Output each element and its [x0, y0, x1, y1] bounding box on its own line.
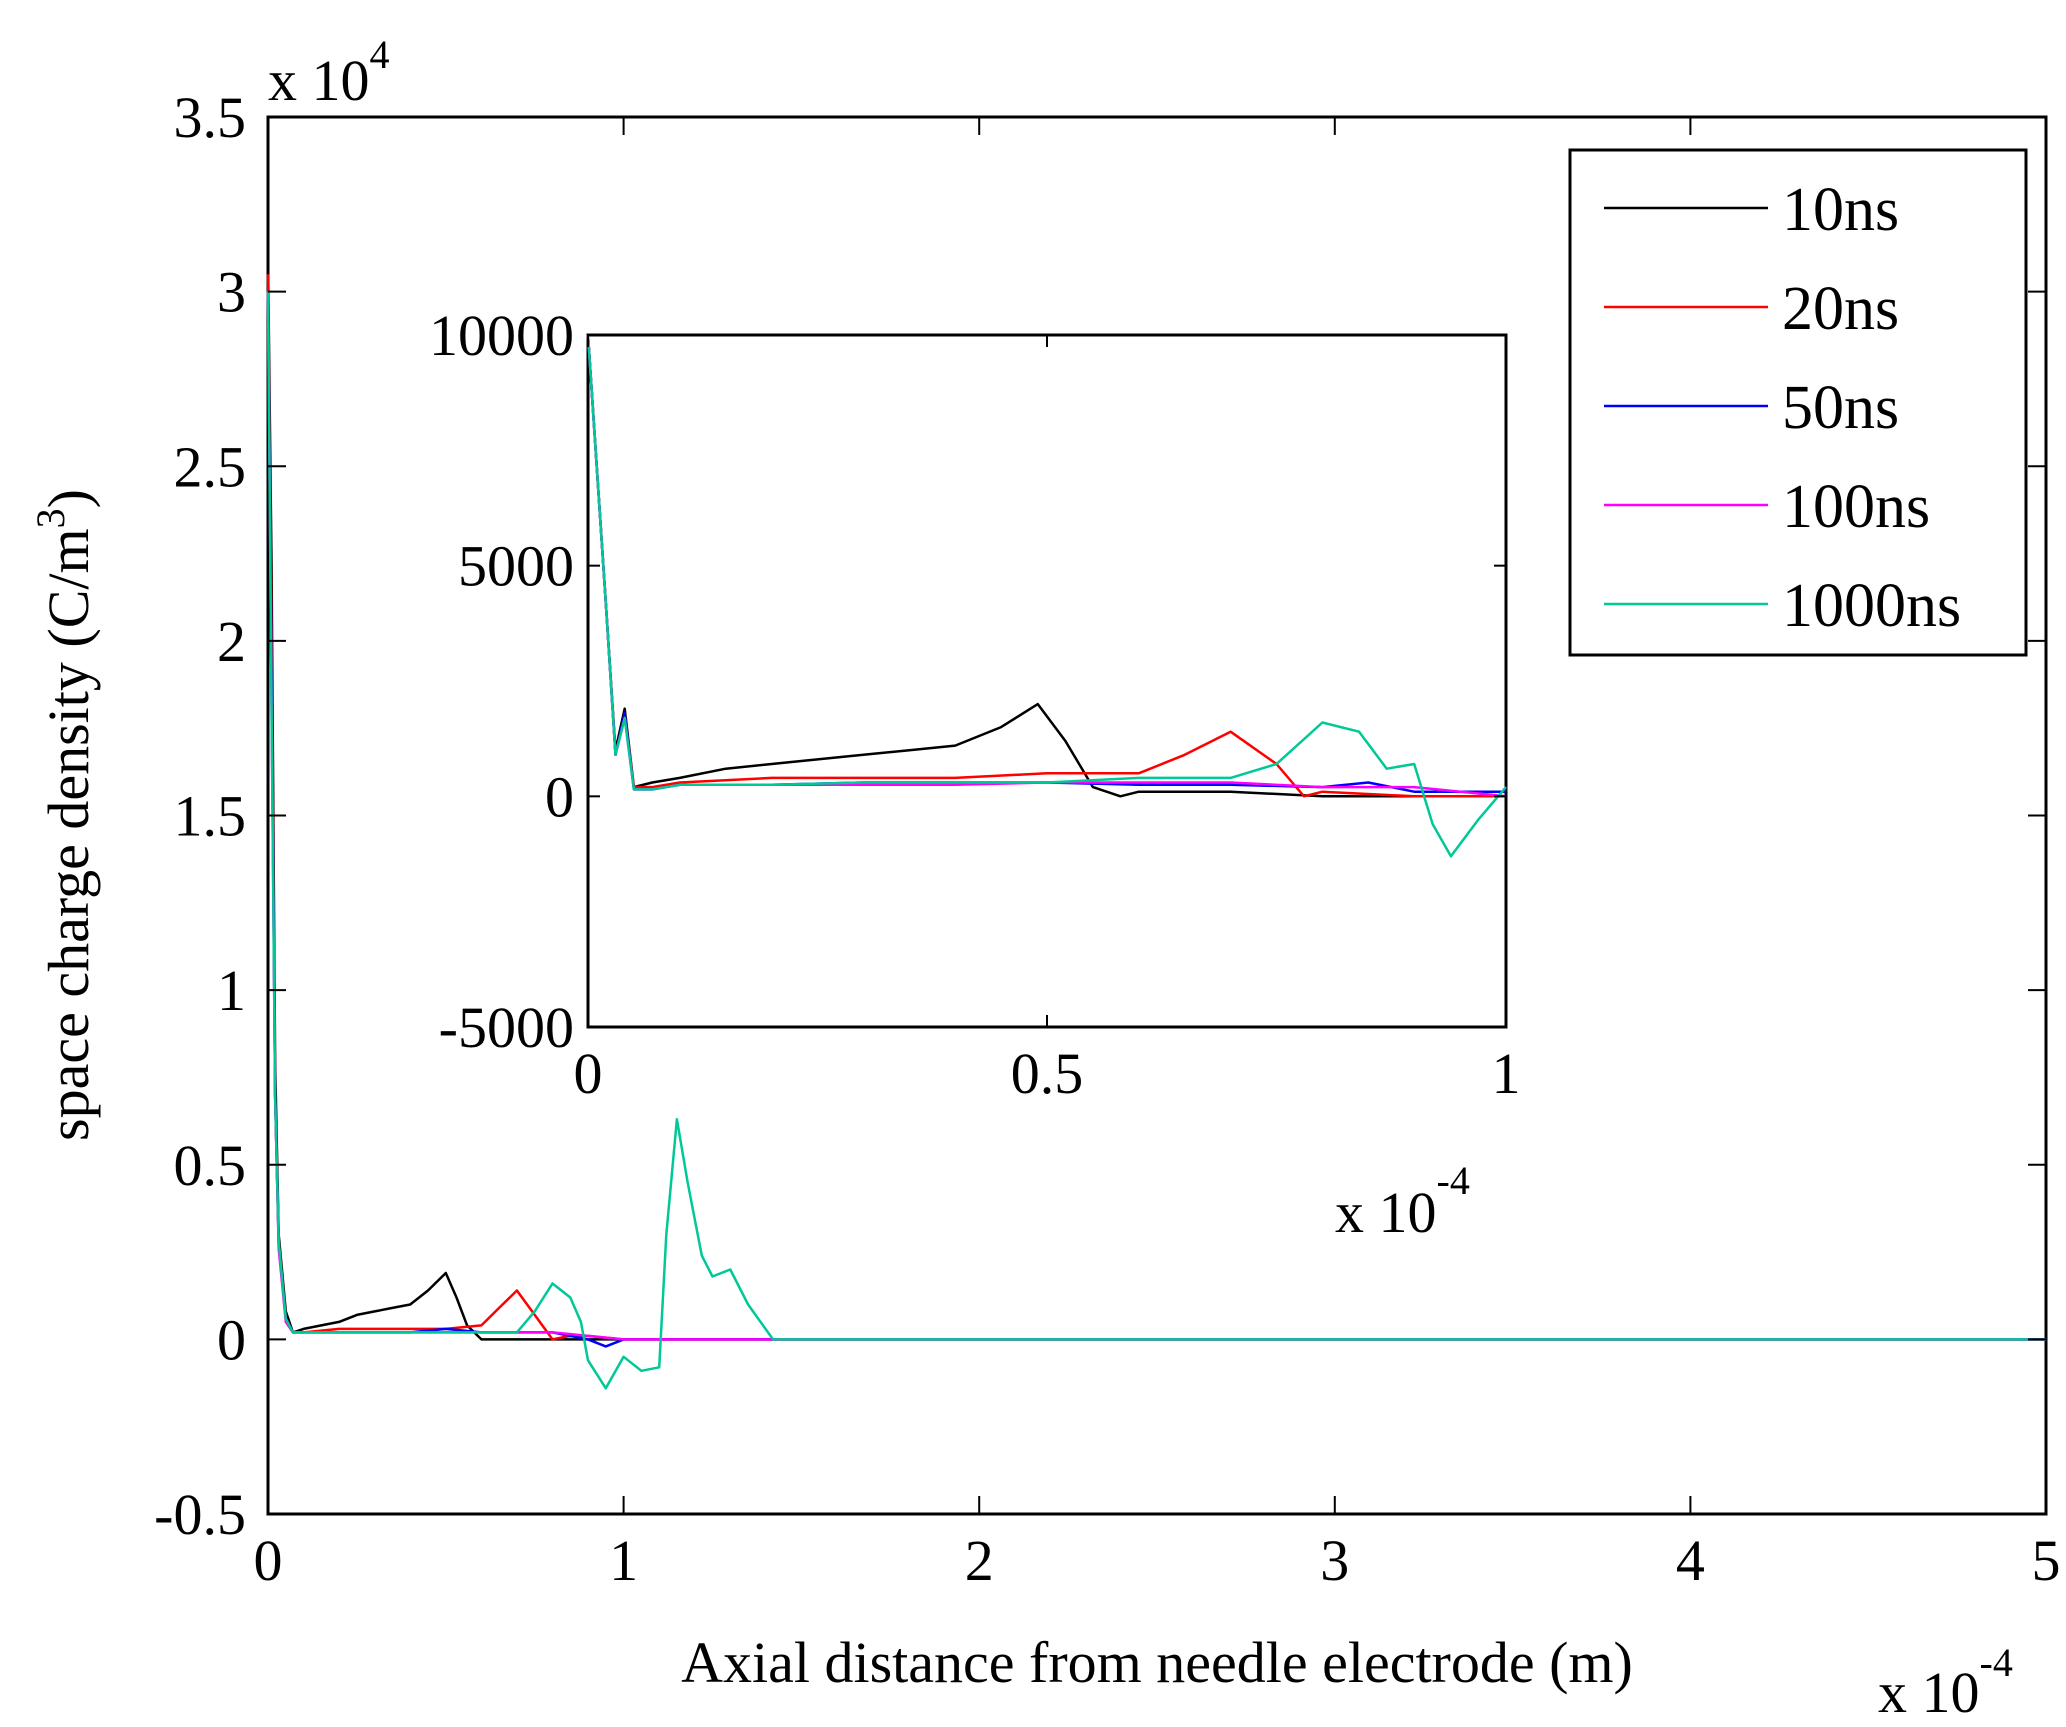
inset-y-tick-label: 5000 — [458, 534, 574, 599]
main-ticks-group: 0 1 2 3 4 5-0.500.511.522.533.5 — [154, 85, 2060, 1593]
main-y-tick-label: 3.5 — [174, 85, 247, 150]
main-y-axis-label: space charge density (C/m3) — [28, 489, 101, 1141]
main-y-tick-label: 0.5 — [174, 1133, 247, 1198]
inset-x-tick-label: 0.5 — [1011, 1041, 1084, 1106]
main-y-tick-label: -0.5 — [154, 1482, 246, 1547]
main-y-multiplier-exp: 4 — [370, 32, 390, 77]
main-x-tick-label: 0 — [254, 1528, 283, 1593]
legend-label-1000ns: 1000ns — [1782, 572, 1961, 640]
main-x-tick-label: 4 — [1676, 1528, 1705, 1593]
legend-label-100ns: 100ns — [1782, 473, 1930, 541]
main-x-tick-label: 1 — [609, 1528, 638, 1593]
main-series-line-1000ns — [266, 291, 2046, 1390]
legend-label-10ns: 10ns — [1782, 176, 1899, 244]
inset-x-multiplier-exp: -4 — [1437, 1158, 1470, 1203]
inset-x-multiplier: x 10-4 — [1335, 1158, 1470, 1245]
legend-label-50ns: 50ns — [1782, 374, 1899, 442]
main-y-multiplier: x 104 — [268, 32, 390, 113]
legend: 10ns 20ns 50ns 100ns 1000ns — [1568, 148, 2028, 657]
inset-x-tick-label: 1 — [1492, 1041, 1521, 1106]
inset-y-tick-label: -5000 — [439, 995, 574, 1060]
main-y-tick-label: 2.5 — [174, 434, 247, 499]
main-x-axis-label: Axial distance from needle electrode (m) — [681, 1630, 1633, 1695]
main-y-tick-label: 0 — [217, 1307, 246, 1372]
main-y-tick-label: 1.5 — [174, 784, 247, 849]
main-y-tick-label: 3 — [217, 260, 246, 325]
main-y-tick-label: 2 — [217, 609, 246, 674]
inset-series-group — [586, 334, 1507, 858]
main-y-axis-label-close: ) — [36, 489, 101, 508]
legend-label-20ns: 20ns — [1782, 275, 1899, 343]
inset-x-multiplier-base: x 10 — [1335, 1180, 1437, 1245]
main-x-multiplier-exp: -4 — [1980, 1640, 2013, 1685]
inset-x-tick-label: 0 — [574, 1041, 603, 1106]
main-y-axis-label-sup: 3 — [28, 508, 73, 528]
legend-items: 10ns 20ns 50ns 100ns 1000ns — [1604, 176, 1961, 640]
inset-series-line-1000ns — [586, 334, 1507, 858]
main-y-multiplier-base: x 10 — [268, 48, 370, 113]
inset-plot-frame — [586, 333, 1508, 1029]
legend-box — [1568, 148, 2028, 657]
inset-y-tick-label: 0 — [545, 764, 574, 829]
main-x-multiplier-base: x 10 — [1878, 1660, 1980, 1725]
main-x-tick-label: 3 — [1320, 1528, 1349, 1593]
main-y-axis-label-text: space charge density (C/m — [36, 528, 101, 1141]
main-x-tick-label: 2 — [965, 1528, 994, 1593]
main-y-tick-label: 1 — [217, 958, 246, 1023]
main-x-tick-label: 5 — [2032, 1528, 2061, 1593]
inset-y-tick-label: 10000 — [429, 303, 574, 368]
main-x-multiplier: x 10-4 — [1878, 1640, 2013, 1725]
main-series-group — [266, 256, 2046, 1390]
